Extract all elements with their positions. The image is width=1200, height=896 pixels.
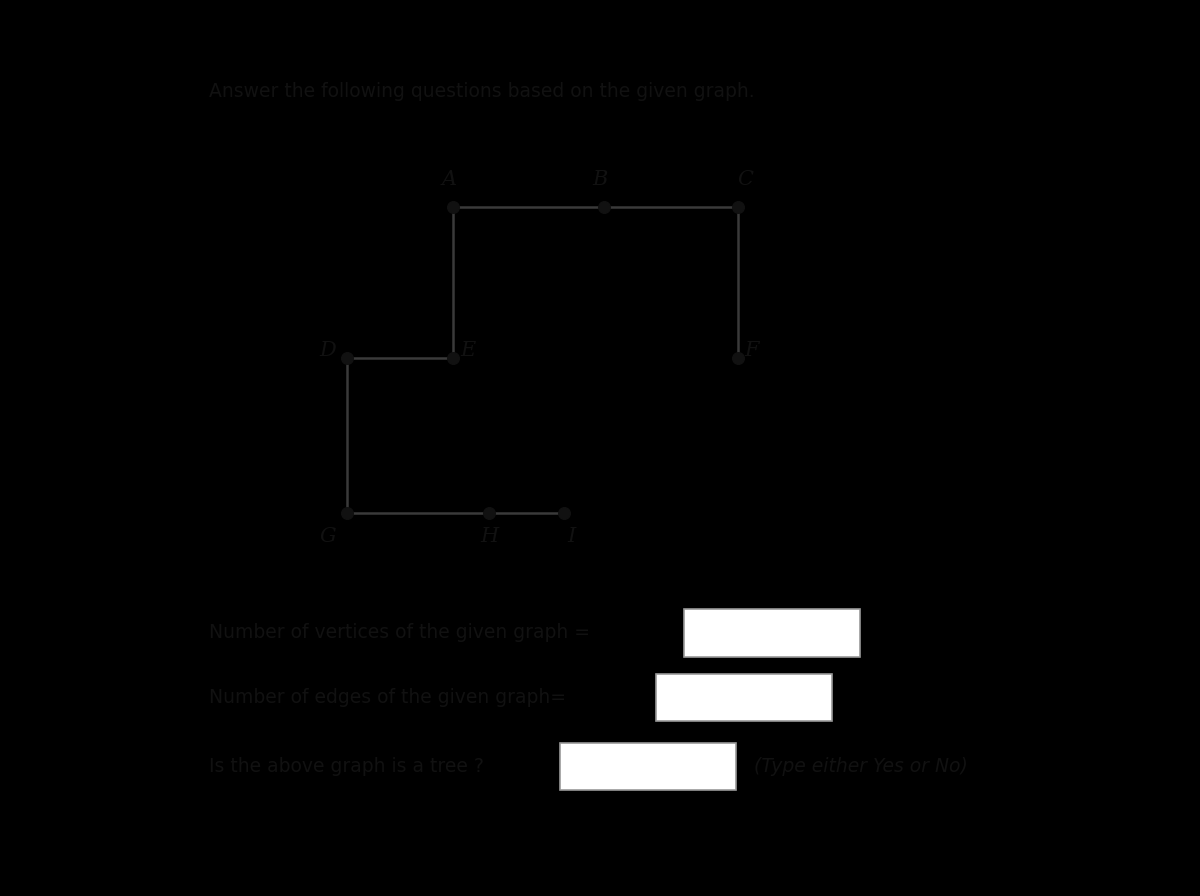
Text: C: C (737, 170, 752, 189)
Text: F: F (744, 341, 760, 360)
Point (337, 350, 356, 365)
Point (554, 505, 574, 520)
Text: Number of edges of the given graph=: Number of edges of the given graph= (209, 688, 566, 707)
Text: B: B (593, 170, 607, 189)
Point (444, 200, 463, 214)
Text: Number of vertices of the given graph =: Number of vertices of the given graph = (209, 624, 590, 642)
Text: G: G (319, 527, 336, 546)
Text: H: H (480, 527, 498, 546)
Point (728, 350, 748, 365)
Text: A: A (442, 170, 457, 189)
Point (444, 350, 463, 365)
Point (480, 505, 499, 520)
Text: Is the above graph is a tree ?: Is the above graph is a tree ? (209, 757, 484, 776)
FancyBboxPatch shape (684, 609, 860, 657)
Point (595, 200, 614, 214)
FancyBboxPatch shape (560, 743, 736, 790)
Text: (Type either Yes or No): (Type either Yes or No) (754, 757, 967, 776)
Text: E: E (460, 341, 475, 360)
Text: Answer the following questions based on the given graph.: Answer the following questions based on … (209, 82, 755, 101)
Text: I: I (568, 527, 576, 546)
FancyBboxPatch shape (656, 674, 832, 721)
Point (337, 505, 356, 520)
Text: D: D (319, 341, 336, 360)
Point (728, 200, 748, 214)
